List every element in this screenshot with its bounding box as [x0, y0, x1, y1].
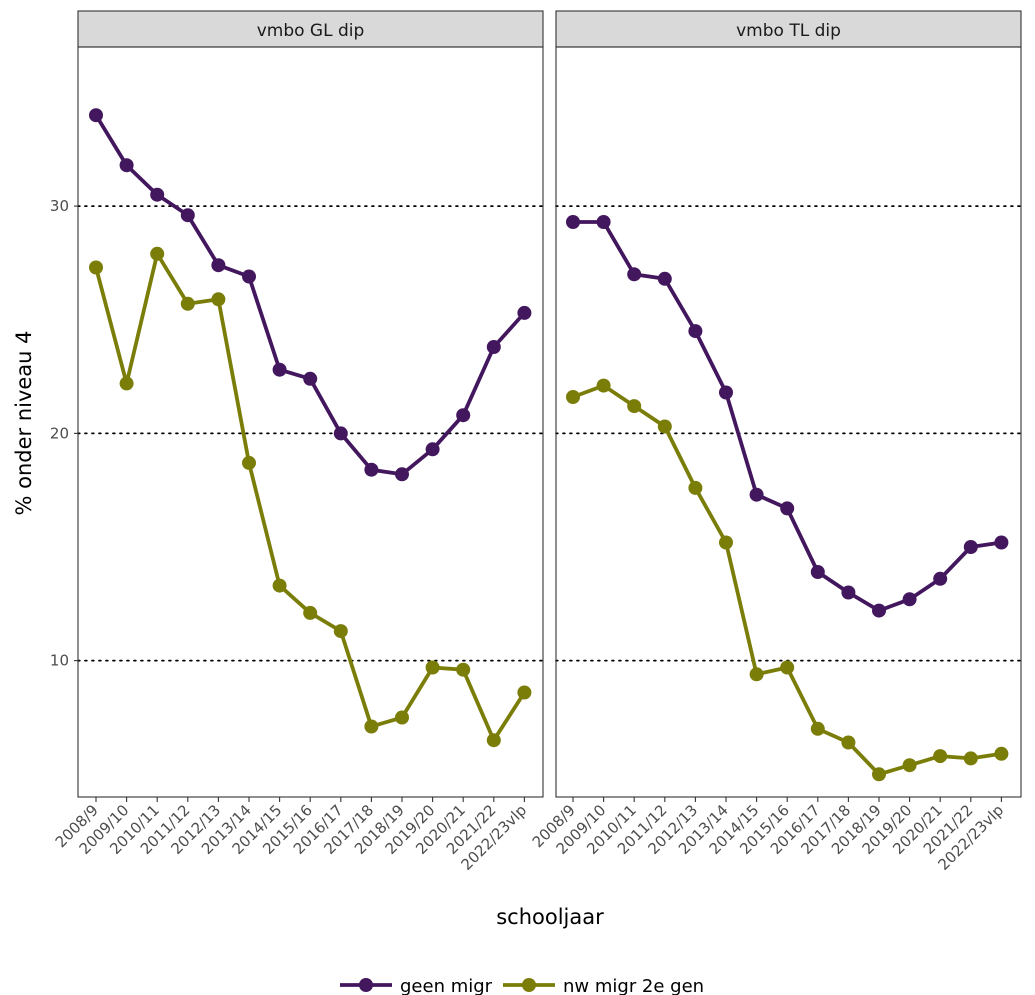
data-point: [994, 746, 1009, 761]
y-tick-label: 20: [50, 424, 69, 442]
data-point: [841, 735, 856, 750]
data-point: [933, 749, 948, 764]
data-point: [566, 215, 580, 229]
legend-label: nw migr 2e gen: [563, 976, 704, 995]
data-point: [89, 108, 103, 123]
data-point: [627, 267, 642, 282]
data-point: [364, 462, 379, 477]
legend: geen migr nw migr 2e gen: [340, 976, 704, 995]
data-point: [364, 719, 379, 734]
data-point: [872, 603, 886, 618]
data-point: [333, 426, 348, 441]
data-point: [841, 585, 856, 600]
data-point: [749, 487, 764, 502]
data-point: [456, 662, 471, 677]
legend-key-point: [522, 978, 536, 992]
data-point: [688, 324, 703, 339]
data-point: [596, 378, 611, 393]
data-point: [810, 565, 825, 579]
data-point: [272, 578, 287, 593]
data-point: [150, 187, 165, 202]
y-tick-label: 30: [50, 197, 69, 215]
data-point: [456, 408, 471, 423]
data-point: [333, 624, 348, 639]
legend-item: nw migr 2e gen: [503, 976, 704, 995]
panel-0: vmbo GL dip1020302008/92009/102010/11201…: [50, 10, 544, 874]
panel-strip: [555, 10, 1022, 48]
panel-strip: [77, 10, 544, 48]
legend-item: geen migr: [340, 976, 493, 995]
y-tick-label: 10: [50, 652, 69, 670]
data-point: [395, 467, 409, 482]
data-point: [719, 535, 733, 550]
data-point: [657, 271, 672, 286]
data-point: [933, 571, 948, 586]
data-point: [211, 292, 226, 307]
data-point: [780, 501, 795, 516]
data-point: [780, 660, 795, 675]
data-point: [150, 246, 165, 261]
data-point: [486, 340, 501, 354]
legend-key-point: [359, 978, 373, 992]
data-point: [657, 419, 672, 434]
legend-label: geen migr: [400, 976, 493, 995]
panel-border: [77, 46, 544, 798]
panel-border: [555, 46, 1022, 798]
data-point: [242, 455, 256, 470]
data-point: [596, 215, 611, 229]
data-point: [902, 758, 917, 773]
data-point: [902, 592, 917, 607]
data-point: [89, 260, 103, 275]
data-point: [272, 362, 287, 377]
data-point: [425, 660, 440, 675]
data-point: [180, 296, 195, 311]
x-axis-title: schooljaar: [496, 905, 604, 929]
data-point: [810, 721, 825, 736]
data-point: [749, 667, 764, 682]
data-point: [994, 535, 1009, 550]
data-point: [395, 710, 409, 725]
y-axis-title: % onder niveau 4: [12, 330, 36, 515]
data-point: [303, 605, 318, 620]
data-point: [719, 385, 733, 400]
data-point: [963, 751, 978, 766]
data-point: [566, 390, 580, 404]
data-point: [425, 442, 440, 457]
data-point: [180, 208, 195, 223]
data-point: [517, 305, 532, 320]
data-point: [872, 767, 886, 782]
data-point: [242, 269, 256, 284]
data-point: [303, 371, 318, 386]
data-point: [486, 733, 501, 748]
data-point: [963, 540, 978, 554]
data-point: [627, 399, 642, 414]
panel-title: vmbo GL dip: [257, 21, 365, 41]
panel-title: vmbo TL dip: [736, 21, 841, 41]
data-point: [119, 158, 134, 173]
data-point: [119, 376, 134, 391]
panel-1: vmbo TL dip2008/92009/102010/112011/1220…: [529, 10, 1022, 874]
data-point: [688, 480, 703, 495]
data-point: [517, 685, 532, 700]
data-point: [211, 258, 226, 273]
